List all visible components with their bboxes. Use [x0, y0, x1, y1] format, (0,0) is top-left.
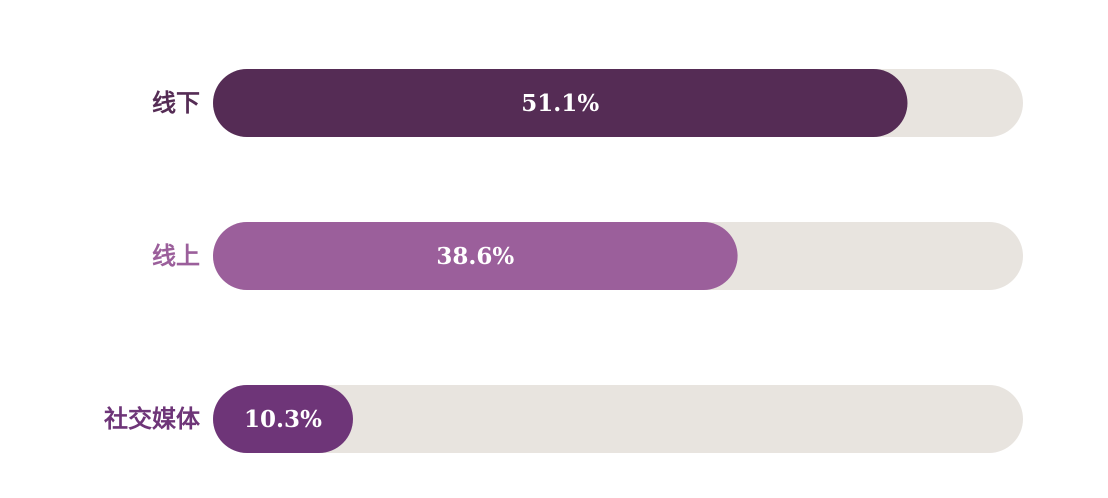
bar-track-2 — [213, 385, 1023, 453]
bar-1 — [213, 222, 738, 290]
labels-group: 51.1% 线下 38.6% 线上 10.3% 社交媒体 — [104, 88, 599, 433]
bars-group — [213, 69, 1023, 453]
value-label-0: 51.1% — [521, 90, 599, 117]
category-label-1: 线上 — [152, 241, 200, 270]
category-label-0: 线下 — [152, 88, 200, 117]
value-label-2: 10.3% — [244, 406, 322, 433]
category-label-2: 社交媒体 — [104, 404, 201, 433]
value-label-1: 38.6% — [436, 243, 514, 270]
bar-0 — [213, 69, 908, 137]
bar-2 — [213, 385, 353, 453]
